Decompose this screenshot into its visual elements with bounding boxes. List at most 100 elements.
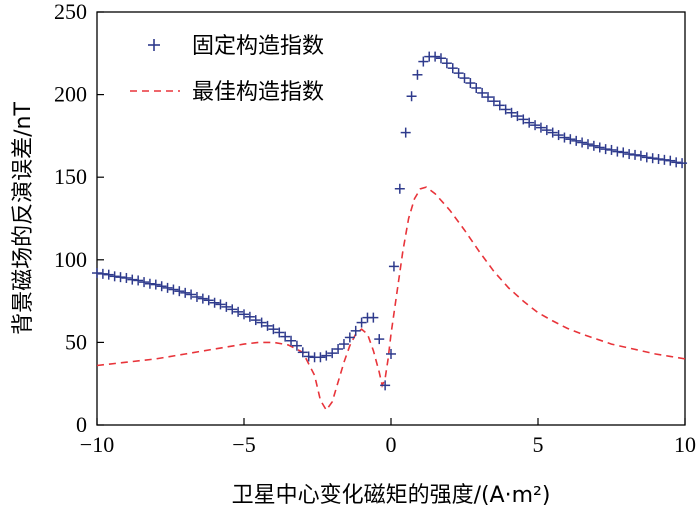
data-point-fixed	[191, 291, 202, 302]
data-point-fixed	[156, 281, 167, 292]
data-point-fixed	[406, 91, 417, 102]
data-point-fixed	[174, 286, 185, 297]
data-point-fixed	[659, 154, 670, 165]
y-tick-label: 100	[54, 247, 87, 272]
data-point-fixed	[535, 122, 546, 133]
data-point-fixed	[221, 301, 232, 312]
x-tick-label: 0	[386, 432, 397, 457]
data-point-fixed	[333, 344, 344, 355]
data-point-fixed	[506, 107, 517, 118]
y-tick-label: 0	[76, 412, 87, 437]
data-point-fixed	[127, 274, 138, 285]
data-point-fixed	[471, 82, 482, 93]
data-point-fixed	[386, 348, 396, 359]
data-point-fixed	[133, 275, 144, 286]
data-point-fixed	[368, 312, 379, 323]
plot-border	[96, 11, 686, 426]
data-point-fixed	[430, 51, 441, 62]
chart-marks	[92, 51, 688, 412]
data-point-fixed	[524, 117, 535, 128]
data-point-fixed	[139, 277, 150, 288]
data-point-fixed	[121, 272, 132, 283]
series-line-best	[96, 186, 686, 412]
data-point-fixed	[565, 134, 576, 145]
y-tick-label: 250	[54, 0, 87, 24]
data-point-fixed	[297, 347, 308, 358]
data-point-fixed	[612, 146, 623, 157]
data-point-fixed	[547, 127, 558, 138]
data-point-fixed	[197, 293, 208, 304]
data-point-fixed	[380, 380, 391, 391]
data-point-fixed	[500, 104, 511, 115]
legend-marker-fixed	[148, 39, 160, 51]
x-tick-label: 5	[533, 432, 544, 457]
y-tick-label: 150	[54, 164, 87, 189]
data-point-fixed	[374, 334, 385, 345]
data-point-fixed	[286, 335, 297, 346]
x-tick-label: 10	[674, 432, 696, 457]
data-point-fixed	[244, 311, 255, 322]
data-point-fixed	[412, 69, 423, 80]
data-point-fixed	[109, 271, 120, 282]
data-point-fixed	[388, 261, 399, 272]
data-point-fixed	[168, 284, 179, 295]
data-point-fixed	[494, 100, 505, 111]
legend: 固定构造指数 最佳构造指数	[130, 34, 324, 105]
data-point-fixed	[262, 320, 273, 331]
data-point-fixed	[250, 315, 261, 326]
data-point-fixed	[144, 278, 155, 289]
data-point-fixed	[315, 352, 326, 363]
data-point-fixed	[435, 53, 446, 64]
data-point-fixed	[653, 154, 664, 165]
data-point-fixed	[671, 157, 682, 168]
data-point-fixed	[338, 339, 349, 350]
x-tick-label: −10	[80, 432, 114, 457]
x-tick-label: −5	[232, 432, 255, 457]
data-point-fixed	[327, 348, 338, 359]
data-point-fixed	[618, 147, 629, 158]
data-point-fixed	[571, 135, 582, 146]
data-point-fixed	[459, 73, 470, 84]
data-point-fixed	[97, 268, 108, 279]
data-point-fixed	[115, 272, 126, 283]
data-point-fixed	[641, 152, 652, 163]
data-point-fixed	[483, 92, 494, 103]
data-point-fixed	[453, 68, 464, 79]
data-point-fixed	[394, 183, 405, 194]
plot-frame	[96, 11, 686, 426]
data-point-fixed	[303, 351, 314, 362]
x-axis-label: 卫星中心变化磁矩的强度/(A·m²)	[232, 483, 551, 508]
data-point-fixed	[162, 282, 173, 293]
data-point-fixed	[441, 58, 452, 69]
data-point-fixed	[588, 140, 599, 151]
data-point-fixed	[321, 350, 332, 361]
data-point-fixed	[227, 304, 238, 315]
data-point-fixed	[103, 269, 114, 280]
data-point-fixed	[635, 150, 646, 161]
data-point-fixed	[400, 127, 411, 138]
data-point-fixed	[600, 144, 611, 155]
data-point-fixed	[203, 295, 214, 306]
data-point-fixed	[209, 297, 220, 308]
data-point-fixed	[186, 289, 197, 300]
data-point-fixed	[92, 268, 102, 279]
data-point-fixed	[268, 324, 279, 335]
y-tick-label: 50	[65, 329, 87, 354]
data-point-fixed	[215, 299, 226, 310]
data-point-fixed	[624, 149, 635, 160]
data-point-fixed	[518, 114, 529, 125]
legend-label-fixed: 固定构造指数	[192, 34, 324, 59]
y-axis-label: 背景磁场的反演误差/nT	[11, 102, 36, 335]
data-point-fixed	[447, 63, 458, 74]
data-point-fixed	[541, 125, 552, 136]
data-point-fixed	[344, 332, 355, 343]
data-point-fixed	[280, 331, 291, 342]
data-point-fixed	[630, 149, 641, 160]
legend-label-best: 最佳构造指数	[192, 80, 324, 105]
data-point-fixed	[256, 317, 267, 328]
data-point-fixed	[582, 139, 593, 150]
data-point-fixed	[350, 325, 361, 336]
data-point-fixed	[553, 130, 564, 141]
